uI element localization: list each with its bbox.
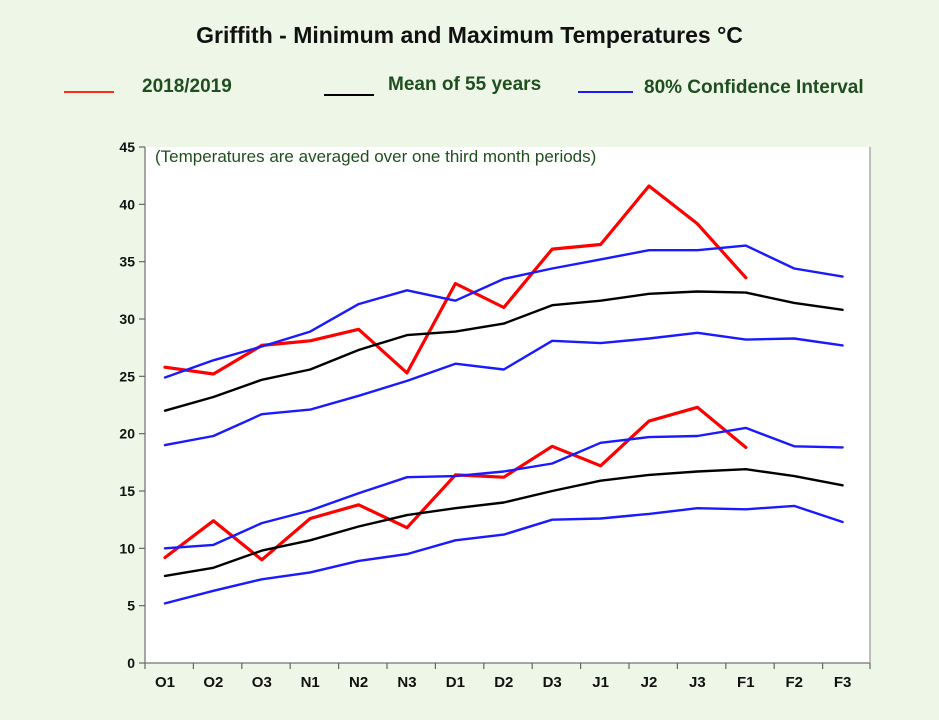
- legend-label-observed: 2018/2019: [142, 76, 232, 97]
- y-tick-label: 35: [119, 254, 135, 270]
- x-tick-label: D3: [543, 674, 562, 691]
- series-line-min: [163, 468, 844, 578]
- x-tick-label: J2: [641, 674, 658, 691]
- y-tick-label: 0: [127, 655, 135, 671]
- x-tick-label: O1: [155, 674, 175, 691]
- series-line-min-upper: [163, 426, 844, 550]
- x-tick-label: J1: [592, 674, 609, 691]
- series-line-min-lower: [163, 504, 844, 605]
- x-tick-label: D1: [446, 674, 465, 691]
- y-axis-ticks: 0 5 10 15 20 25 30 35 40 45: [119, 139, 145, 671]
- y-tick-label: 5: [127, 598, 135, 614]
- x-tick-label: N1: [301, 674, 320, 691]
- chart-title: Griffith - Minimum and Maximum Temperatu…: [196, 22, 743, 48]
- chart-annotation: (Temperatures are averaged over one thir…: [155, 147, 596, 166]
- y-tick-label: 15: [119, 483, 135, 499]
- x-tick-label: N3: [397, 674, 416, 691]
- x-tick-label: D2: [494, 674, 513, 691]
- y-tick-label: 30: [119, 311, 135, 327]
- x-tick-label: J3: [689, 674, 706, 691]
- legend-swatch-observed: [64, 91, 114, 93]
- series-lines: [163, 184, 844, 605]
- series-line-max-lower: [163, 331, 844, 447]
- legend-swatch-mean: [324, 94, 374, 96]
- x-tick-label: F1: [737, 674, 755, 691]
- y-tick-label: 25: [119, 368, 135, 384]
- legend-label-confidence: 80% Confidence Interval: [644, 77, 864, 98]
- y-tick-label: 10: [119, 540, 135, 556]
- x-tick-label: O3: [252, 674, 272, 691]
- y-tick-label: 40: [119, 196, 135, 212]
- legend-label-mean: Mean of 55 years: [388, 74, 542, 95]
- legend-swatch-confidence: [578, 91, 633, 93]
- plot-area: [145, 147, 870, 663]
- x-axis-ticks: O1 O2 O3 N1 N2 N3 D1 D2 D3 J1 J2 J3 F1 F2 F3: [144, 663, 871, 691]
- series-line-max-upper: [163, 244, 844, 379]
- x-tick-label: N2: [349, 674, 368, 691]
- x-tick-label: F3: [834, 674, 852, 691]
- x-tick-label: F2: [785, 674, 803, 691]
- series-line-max: [163, 290, 844, 412]
- y-tick-label: 20: [119, 426, 135, 442]
- y-tick-label: 45: [119, 139, 135, 155]
- x-tick-label: O2: [203, 674, 223, 691]
- chart-axes: [144, 147, 871, 664]
